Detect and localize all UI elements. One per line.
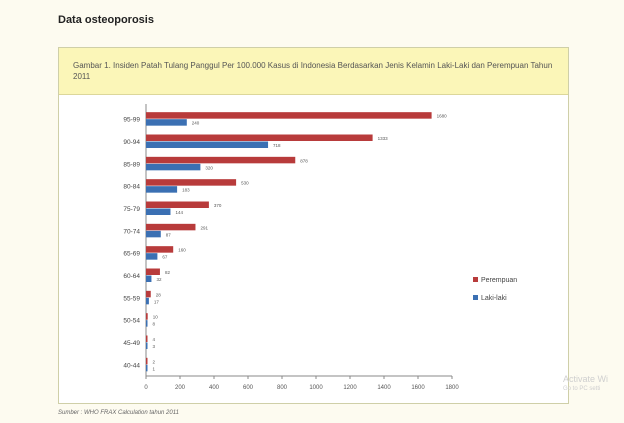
- watermark-title: Activate Wi: [563, 374, 609, 384]
- bar-perempuan: [146, 335, 148, 342]
- bar-perempuan: [146, 313, 148, 320]
- bar-laki-laki: [146, 119, 187, 126]
- x-tick-label: 1800: [445, 385, 459, 391]
- bar-laki-laki: [146, 163, 201, 171]
- y-tick-label: 90-94: [123, 139, 140, 146]
- bar-perempuan: [146, 246, 174, 253]
- activation-watermark: Activate Wi Go to PC setti: [563, 374, 608, 394]
- x-tick-label: 400: [209, 385, 220, 391]
- bar-laki-laki: [146, 208, 171, 215]
- data-label: 28: [156, 292, 162, 297]
- data-label: 10: [153, 315, 159, 320]
- y-tick-label: 60-64: [123, 273, 140, 280]
- y-tick-label: 45-49: [123, 340, 140, 347]
- figure-caption: Gambar 1. Insiden Patah Tulang Panggul P…: [73, 61, 553, 81]
- y-tick-label: 70-74: [123, 228, 140, 235]
- data-label: 2: [153, 359, 156, 364]
- data-label: 4: [153, 337, 156, 342]
- bar-perempuan: [146, 268, 160, 275]
- legend-label: Laki-laki: [481, 295, 507, 302]
- y-tick-label: 80-84: [123, 184, 140, 191]
- data-label: 1: [153, 366, 156, 371]
- caption-band: Gambar 1. Insiden Patah Tulang Panggul P…: [59, 48, 568, 95]
- bar-perempuan: [146, 357, 148, 365]
- data-label: 1680: [437, 114, 448, 119]
- bar-perempuan: [146, 179, 237, 186]
- x-tick-label: 600: [243, 385, 254, 391]
- bar-laki-laki: [146, 297, 149, 305]
- bar-laki-laki: [146, 253, 158, 260]
- x-tick-label: 200: [175, 385, 186, 391]
- data-label: 3: [153, 344, 156, 349]
- y-tick-label: 85-89: [123, 161, 140, 168]
- bar-perempuan: [146, 223, 196, 231]
- bar-laki-laki: [146, 320, 148, 327]
- bar-laki-laki: [146, 186, 178, 193]
- data-label: 878: [300, 158, 308, 163]
- data-label: 183: [182, 188, 190, 193]
- bar-laki-laki: [146, 342, 148, 349]
- section-title: Data osteoporosis: [58, 14, 154, 26]
- data-label: 160: [178, 248, 186, 253]
- x-tick-label: 1000: [309, 385, 323, 391]
- bar-perempuan: [146, 156, 296, 164]
- bar-laki-laki: [146, 230, 161, 238]
- legend-swatch: [473, 277, 478, 282]
- y-tick-label: 55-59: [123, 295, 140, 302]
- bar-chart: 0 200 400 600 800 1000 1200 1400 1600 180095-9916…: [123, 104, 517, 391]
- y-tick-label: 40-44: [123, 362, 140, 369]
- y-tick-label: 65-69: [123, 251, 140, 258]
- data-label: 718: [273, 143, 281, 148]
- bar-laki-laki: [146, 275, 152, 282]
- data-label: 530: [241, 181, 249, 186]
- source-note: Sumber : WHO FRAX Calculation tahun 2011: [58, 410, 179, 416]
- data-label: 8: [153, 322, 156, 327]
- data-label: 291: [200, 225, 208, 230]
- x-tick-label: 800: [277, 385, 288, 391]
- bar-laki-laki: [146, 364, 148, 372]
- legend-label: Perempuan: [481, 277, 517, 284]
- data-label: 240: [192, 121, 200, 126]
- figure-box: Gambar 1. Insiden Patah Tulang Panggul P…: [58, 47, 569, 404]
- data-label: 87: [166, 232, 172, 237]
- data-label: 1333: [378, 136, 389, 141]
- bar-perempuan: [146, 201, 209, 208]
- bar-perempuan: [146, 290, 151, 298]
- legend-swatch: [473, 295, 478, 300]
- data-label: 82: [165, 270, 171, 275]
- y-tick-label: 95-99: [123, 117, 140, 124]
- x-tick-label: 1600: [411, 385, 425, 391]
- y-tick-label: 50-54: [123, 318, 140, 325]
- data-label: 370: [214, 203, 222, 208]
- x-tick-label: 1200: [343, 385, 357, 391]
- data-label: 144: [175, 210, 183, 215]
- x-tick-label: 0: [144, 385, 148, 391]
- watermark-subtitle: Go to PC setti: [563, 386, 601, 392]
- bar-perempuan: [146, 134, 373, 141]
- data-label: 32: [156, 277, 162, 282]
- data-label: 67: [162, 255, 168, 260]
- x-tick-label: 1400: [377, 385, 391, 391]
- data-label: 17: [154, 299, 160, 304]
- data-label: 320: [205, 165, 213, 170]
- y-tick-label: 75-79: [123, 206, 140, 213]
- bar-perempuan: [146, 112, 432, 119]
- bar-laki-laki: [146, 141, 269, 148]
